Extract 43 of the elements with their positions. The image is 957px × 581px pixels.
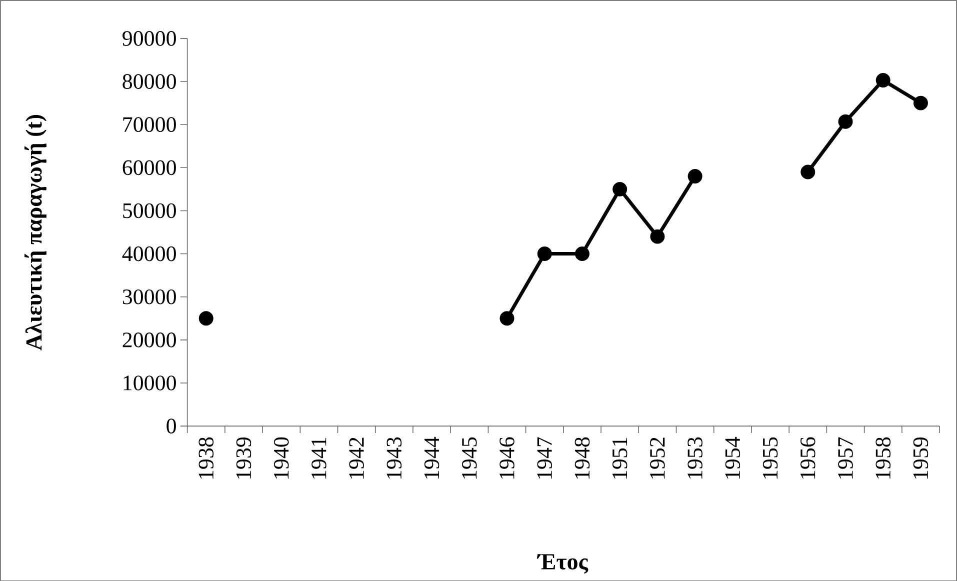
point: [612, 182, 628, 196]
y-tick-label: 0: [166, 418, 176, 434]
point: [650, 229, 665, 244]
point: [500, 310, 514, 326]
x-tick-label: 1942: [349, 438, 364, 478]
y-tick-label: 20000: [122, 332, 176, 348]
x-tick-label: 1940: [274, 437, 289, 478]
y-tick-label: 40000: [122, 246, 176, 262]
x-tick-label: 1951: [612, 438, 628, 478]
x-tick-label: 1947: [537, 437, 552, 478]
x-axis-title: Έτος: [536, 554, 588, 574]
point: [574, 246, 590, 261]
x-tick-label: 1939: [236, 437, 252, 478]
point: [198, 310, 214, 326]
x-tick-label: 1956: [800, 437, 816, 478]
x-tick-label: 1938: [198, 437, 214, 478]
y-tick-label: 30000: [122, 289, 176, 304]
y-tick-label: 70000: [123, 116, 176, 132]
x-tick-label: 1959: [913, 437, 928, 478]
point: [800, 164, 816, 180]
point: [537, 246, 552, 261]
x-tick-label: 1943: [386, 437, 402, 478]
point: [838, 114, 853, 129]
x-tick-label: 1944: [424, 436, 440, 478]
point: [876, 72, 890, 88]
x-tick-label: 1955: [762, 437, 778, 478]
x-tick-label: 1954: [725, 436, 740, 478]
y-tick-label: 10000: [124, 375, 176, 390]
x-tick-label: 1952: [650, 438, 665, 478]
point: [688, 168, 702, 184]
x-tick-label: 1948: [574, 437, 590, 478]
x-tick-label: 1941: [312, 438, 326, 478]
y-tick-label: 60000: [122, 160, 176, 175]
x-tick-label: 1946: [500, 437, 514, 478]
y-tick-label: 90000: [122, 30, 176, 46]
point: [913, 96, 928, 110]
x-tick-label: 1953: [688, 437, 702, 478]
y-tick-label: 50000: [123, 203, 176, 218]
x-tick-label: 1945: [462, 437, 477, 478]
y-tick-label: 80000: [122, 74, 176, 89]
y-axis-title: Αλιευτική παραγωγή (t): [24, 114, 46, 350]
x-tick-label: 1958: [876, 437, 891, 478]
x-tick-label: 1957: [838, 437, 853, 478]
